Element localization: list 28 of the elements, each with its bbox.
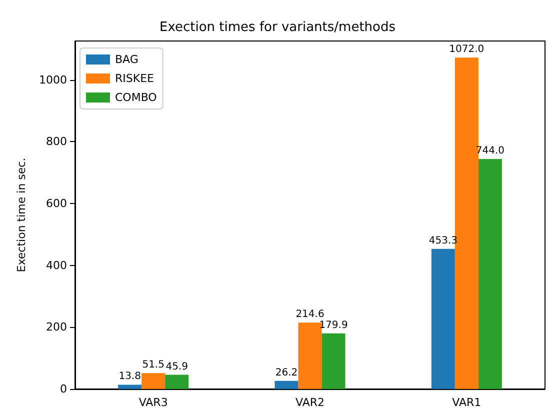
bar — [431, 248, 455, 389]
bar — [298, 322, 322, 389]
bar — [478, 158, 502, 389]
bar — [118, 384, 142, 389]
data-label: 1072.0 — [449, 44, 484, 56]
data-label: 45.9 — [166, 361, 188, 372]
y-tick-label: 600 — [46, 197, 67, 210]
bar — [142, 373, 166, 389]
chart-title: Exection times for variants/methods — [159, 20, 396, 35]
y-tick-label: 1000 — [39, 73, 67, 86]
y-tick-label: 0 — [60, 382, 67, 396]
data-label: 51.5 — [142, 360, 164, 371]
data-label: 13.8 — [118, 371, 141, 382]
y-tick-label: 400 — [46, 258, 67, 272]
x-tick-label: VAR2 — [296, 396, 324, 409]
bar — [322, 333, 346, 389]
legend-label: COMBO — [115, 91, 158, 104]
x-tick-label: VAR1 — [452, 396, 482, 409]
data-label: 214.6 — [296, 309, 324, 320]
legend-label: BAG — [115, 53, 138, 66]
y-tick-label: 200 — [46, 320, 67, 334]
x-tick-label: VAR3 — [138, 396, 168, 409]
bar — [274, 380, 298, 389]
data-label: 26.2 — [275, 367, 298, 378]
y-tick-label: 800 — [46, 135, 67, 148]
y-axis-title: Exection time in sec. — [15, 158, 28, 272]
legend-label: RISKEE — [115, 72, 154, 85]
bar — [165, 374, 189, 389]
